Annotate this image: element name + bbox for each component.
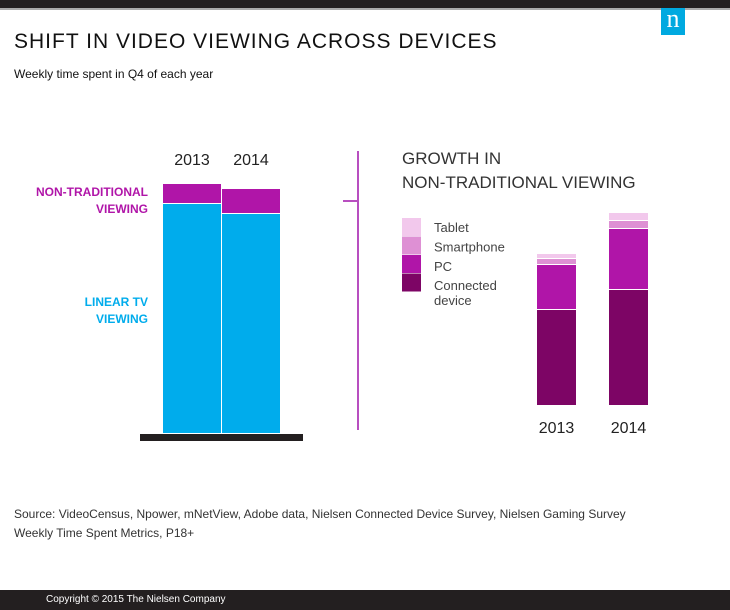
x-tick-label: 2014 <box>611 420 647 437</box>
bar-nontraditional-2013 <box>163 184 221 203</box>
bar-linear-2014 <box>222 214 280 433</box>
bar-connected-device-2014 <box>609 290 648 405</box>
linear-label: LINEAR TV <box>85 295 148 309</box>
nontraditional-label: NON-TRADITIONAL <box>36 185 148 199</box>
legend-swatch <box>402 236 421 255</box>
legend-swatch <box>402 273 421 292</box>
bar-pc-2014 <box>609 229 648 289</box>
legend-swatch <box>402 255 421 273</box>
legend-label: device <box>434 293 472 308</box>
growth-title-line2: NON-TRADITIONAL VIEWING <box>402 173 636 192</box>
linear-label: VIEWING <box>96 312 148 326</box>
bar-pc-2013 <box>537 265 576 309</box>
bar-tablet-2013 <box>537 254 576 258</box>
bar-tablet-2014 <box>609 213 648 220</box>
bar-linear-2013 <box>163 204 221 433</box>
page-title: SHIFT IN VIDEO VIEWING ACROSS DEVICES <box>14 30 498 53</box>
bar-connected-device-2013 <box>537 310 576 405</box>
x-tick-label: 2013 <box>539 420 575 437</box>
legend-swatch <box>402 218 421 236</box>
x-tick-label: 2014 <box>233 152 269 169</box>
page-subtitle: Weekly time spent in Q4 of each year <box>14 67 214 81</box>
source-note: Source: VideoCensus, Npower, mNetView, A… <box>14 505 714 543</box>
bar-smartphone-2013 <box>537 259 576 264</box>
copyright: Copyright © 2015 The Nielsen Company <box>46 594 226 605</box>
footer-bar: Copyright © 2015 The Nielsen Company <box>0 590 730 610</box>
legend-label: Connected <box>434 278 497 293</box>
source-line: Weekly Time Spent Metrics, P18+ <box>14 526 195 540</box>
legend-label: Smartphone <box>434 240 505 255</box>
bar-nontraditional-2014 <box>222 189 280 213</box>
source-line: Source: VideoCensus, Npower, mNetView, A… <box>14 507 626 521</box>
legend-label: PC <box>434 259 452 274</box>
top-bar <box>0 0 730 10</box>
baseline <box>140 434 303 441</box>
bar-smartphone-2014 <box>609 221 648 228</box>
legend-label: Tablet <box>434 220 469 235</box>
growth-title-line1: GROWTH IN <box>402 149 501 168</box>
nontraditional-label: VIEWING <box>96 202 148 216</box>
x-tick-label: 2013 <box>174 152 210 169</box>
nielsen-logo: n <box>661 6 685 35</box>
